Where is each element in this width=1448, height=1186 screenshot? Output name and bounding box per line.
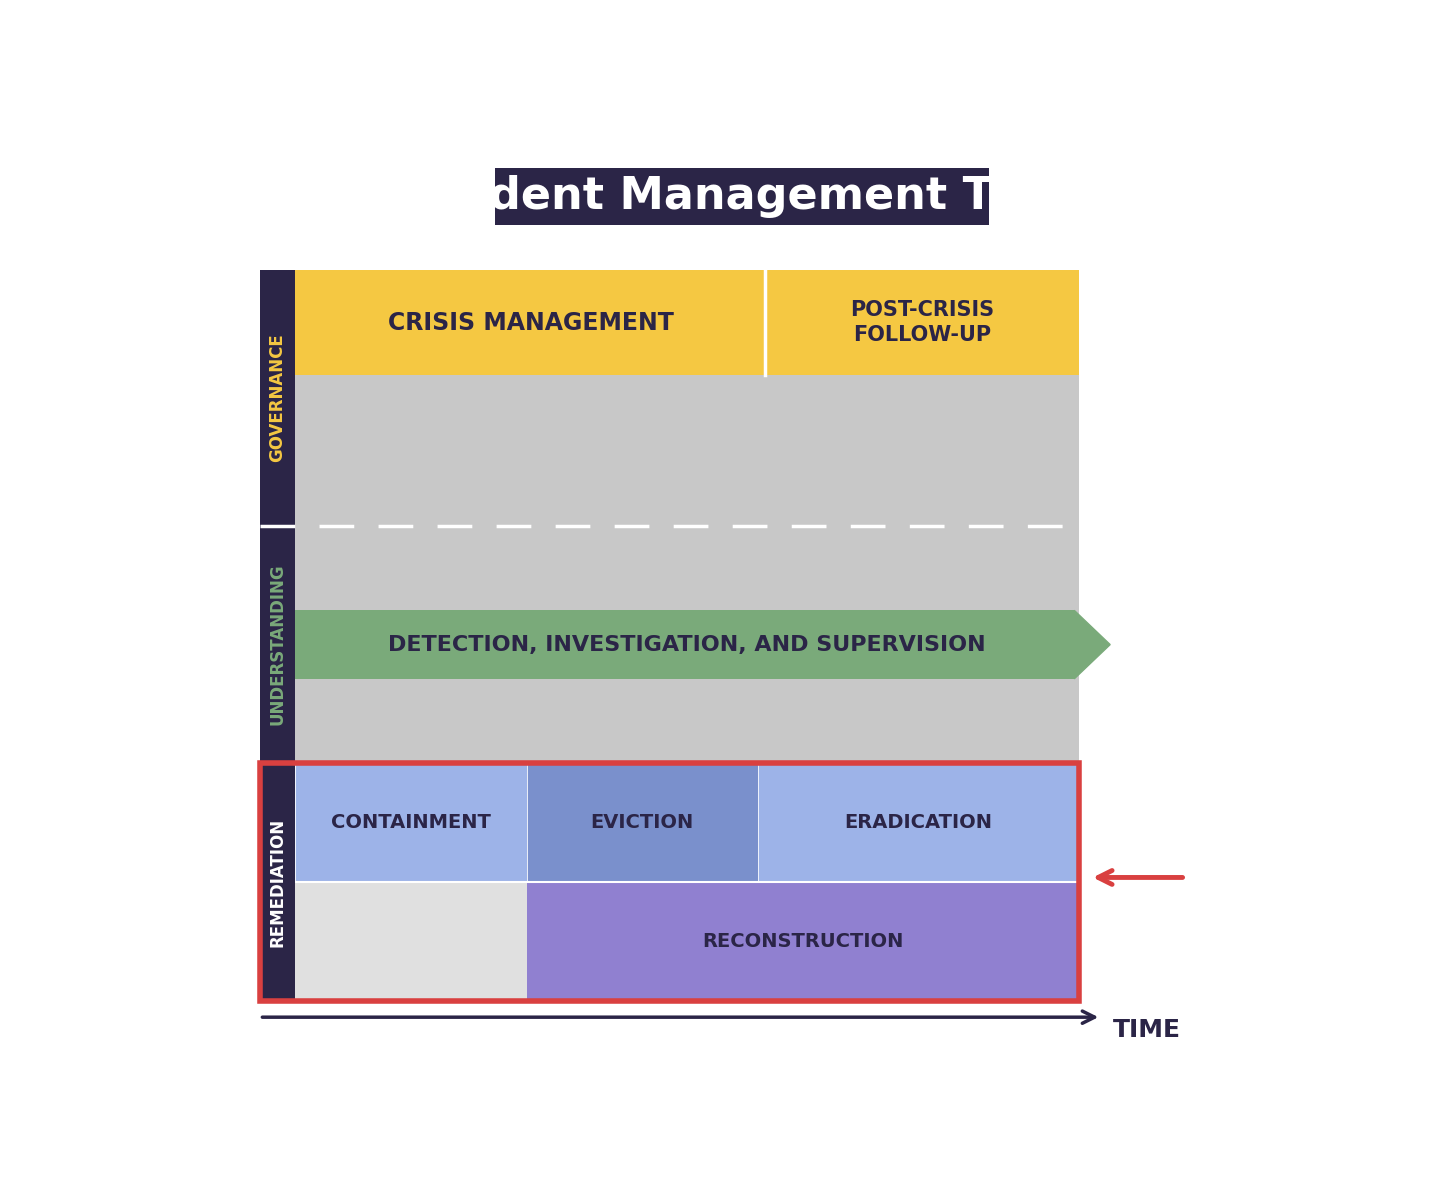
FancyBboxPatch shape [495, 168, 989, 224]
Text: REMEDIATION: REMEDIATION [268, 817, 287, 946]
FancyBboxPatch shape [527, 882, 1079, 1001]
Polygon shape [1074, 611, 1111, 678]
FancyBboxPatch shape [295, 270, 766, 375]
Text: GOVERNANCE: GOVERNANCE [268, 333, 287, 463]
FancyBboxPatch shape [295, 525, 1079, 764]
Text: RECONSTRUCTION: RECONSTRUCTION [702, 932, 904, 951]
Text: UNDERSTANDING: UNDERSTANDING [268, 563, 287, 726]
FancyBboxPatch shape [295, 882, 527, 1001]
Text: ERADICATION: ERADICATION [844, 814, 992, 833]
FancyBboxPatch shape [259, 764, 295, 1001]
Text: DETECTION, INVESTIGATION, AND SUPERVISION: DETECTION, INVESTIGATION, AND SUPERVISIO… [388, 635, 986, 655]
Text: CRISIS MANAGEMENT: CRISIS MANAGEMENT [388, 311, 673, 334]
FancyBboxPatch shape [295, 270, 1079, 525]
FancyBboxPatch shape [295, 764, 527, 882]
Text: POST-CRISIS
FOLLOW-UP: POST-CRISIS FOLLOW-UP [850, 300, 995, 345]
FancyBboxPatch shape [757, 764, 1079, 882]
FancyBboxPatch shape [295, 611, 1074, 678]
FancyBboxPatch shape [259, 764, 1079, 1001]
FancyBboxPatch shape [766, 270, 1079, 375]
FancyBboxPatch shape [527, 764, 757, 882]
FancyBboxPatch shape [259, 270, 295, 525]
FancyBboxPatch shape [259, 525, 295, 764]
Text: TIME: TIME [1112, 1018, 1180, 1042]
Text: CONTAINMENT: CONTAINMENT [332, 814, 491, 833]
Text: Incident Management Time: Incident Management Time [400, 174, 1085, 218]
Text: EVICTION: EVICTION [591, 814, 694, 833]
